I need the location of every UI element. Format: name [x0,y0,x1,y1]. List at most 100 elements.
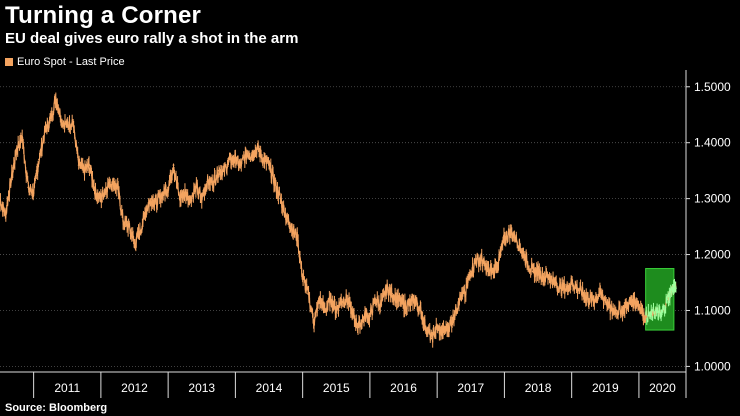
data-point [155,203,158,206]
data-point [256,147,259,150]
data-point [352,315,354,317]
data-point [537,270,539,273]
data-point [464,292,467,295]
data-point [357,326,360,329]
data-point [638,303,640,306]
data-point [626,303,629,306]
y-tick-label: 1.2000 [694,248,731,262]
legend-swatch [5,58,13,66]
data-point [660,315,663,317]
data-point [369,315,371,317]
data-point [402,303,405,306]
data-point [503,236,506,239]
x-tick-label: 2017 [457,381,484,395]
data-point [385,287,388,290]
data-point [498,259,500,262]
data-point [447,326,450,329]
x-tick-label: 2015 [323,381,350,395]
data-point [128,225,131,228]
data-point [436,326,439,329]
data-point [105,186,108,189]
data-point [251,152,254,155]
data-point [21,136,24,139]
data-point [234,158,237,161]
data-point [239,164,242,166]
data-point [475,259,478,262]
data-point [313,320,315,323]
x-tick-label: 2018 [525,381,552,395]
data-point [649,315,652,317]
data-point [576,287,578,290]
x-tick-label: 2016 [390,381,417,395]
data-point [340,298,343,301]
data-point [32,192,35,194]
y-tick-label: 1.3000 [694,192,731,206]
chart-title: Turning a Corner [5,2,202,29]
data-point [587,298,590,301]
data-point [531,270,534,273]
data-point [666,298,669,301]
data-point [229,158,231,161]
data-point [408,303,410,306]
data-point [290,225,293,228]
data-point [609,309,612,312]
data-point [9,180,12,183]
data-point [284,214,287,217]
data-point [71,119,74,122]
data-point [458,298,461,301]
data-point [77,164,80,166]
data-point [184,192,186,194]
data-point [380,303,383,306]
data-point [346,298,349,301]
data-point [200,197,203,200]
data-point [206,180,209,183]
data-point [520,248,523,250]
data-point [492,270,494,273]
data-point [318,298,321,301]
data-point [481,259,484,262]
data-point [88,164,91,166]
data-point [189,197,192,200]
data-point [138,231,141,234]
data-point [54,97,57,99]
data-point [116,186,119,189]
data-point [217,169,220,172]
data-point [553,281,556,284]
x-tick-label: 2012 [121,381,148,395]
data-point [161,192,164,194]
data-point [654,309,657,312]
data-point [268,164,270,166]
data-point [414,298,416,301]
legend: Euro Spot - Last Price [5,56,125,68]
source-note: Source: Bloomberg [5,402,108,414]
y-tick-label: 1.0000 [694,359,731,373]
data-point [508,231,511,234]
data-point [592,298,595,301]
data-point [99,197,102,200]
data-point [178,197,181,200]
data-point [374,298,377,301]
data-point [486,270,489,273]
data-point [335,309,338,312]
data-point [122,220,124,222]
data-point [38,158,40,161]
data-point [615,309,618,312]
data-point [223,169,225,172]
y-tick-label: 1.4000 [694,136,731,150]
x-tick-label: 2011 [54,381,80,395]
data-point [212,180,215,183]
data-point [4,214,7,217]
legend-label: Euro Spot - Last Price [17,56,125,68]
data-point [0,197,1,200]
data-point [49,119,52,122]
data-point [279,197,282,200]
data-point [643,315,646,317]
data-point [469,270,472,273]
y-tick-label: 1.1000 [694,303,731,317]
data-point [94,192,97,194]
data-point [245,152,248,155]
chart-subtitle: EU deal gives euro rally a shot in the a… [5,30,299,47]
data-point [397,298,400,301]
data-point [167,186,170,189]
data-point [150,197,153,200]
